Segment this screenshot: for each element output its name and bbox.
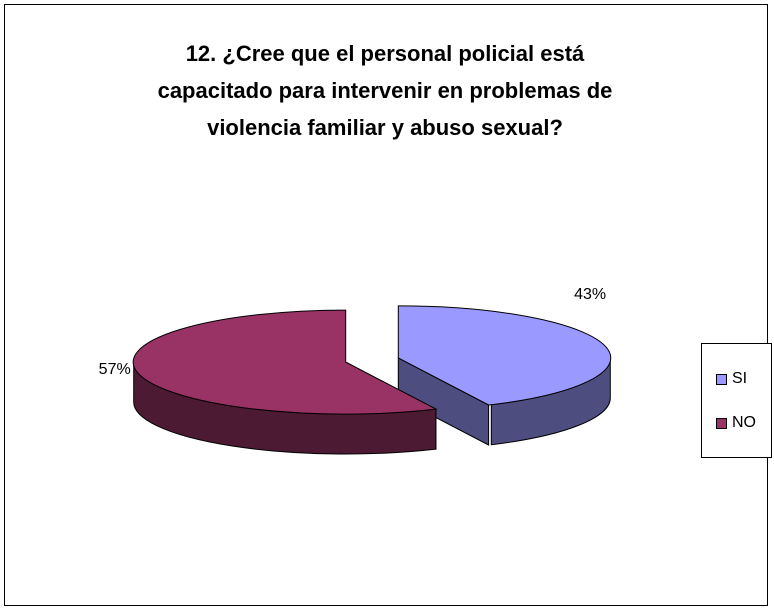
pie-chart: 43% 57%: [99, 286, 612, 455]
legend-item-no: NO: [716, 412, 756, 434]
chart-area: 12. ¿Cree que el personal policial está …: [4, 4, 772, 606]
legend-swatch-no: [716, 417, 727, 429]
legend-swatch-si: [716, 373, 727, 385]
chart-title-line-1: 12. ¿Cree que el personal policial está: [185, 41, 585, 66]
legend-item-si: SI: [716, 368, 747, 390]
data-label-no: 57%: [99, 361, 131, 378]
chart-title-line-3: violencia familiar y abuso sexual?: [207, 115, 563, 140]
legend-label-no: NO: [732, 414, 756, 431]
chart-title-line-2: capacitado para intervenir en problemas …: [157, 78, 613, 103]
pie-slice-no: [132, 309, 438, 415]
data-label-si: 43%: [574, 286, 606, 303]
legend-label-si: SI: [732, 370, 748, 387]
chart-title: 12. ¿Cree que el personal policial está …: [125, 35, 645, 146]
pie-slice-si: [397, 305, 612, 406]
legend: SI NO: [701, 343, 772, 458]
